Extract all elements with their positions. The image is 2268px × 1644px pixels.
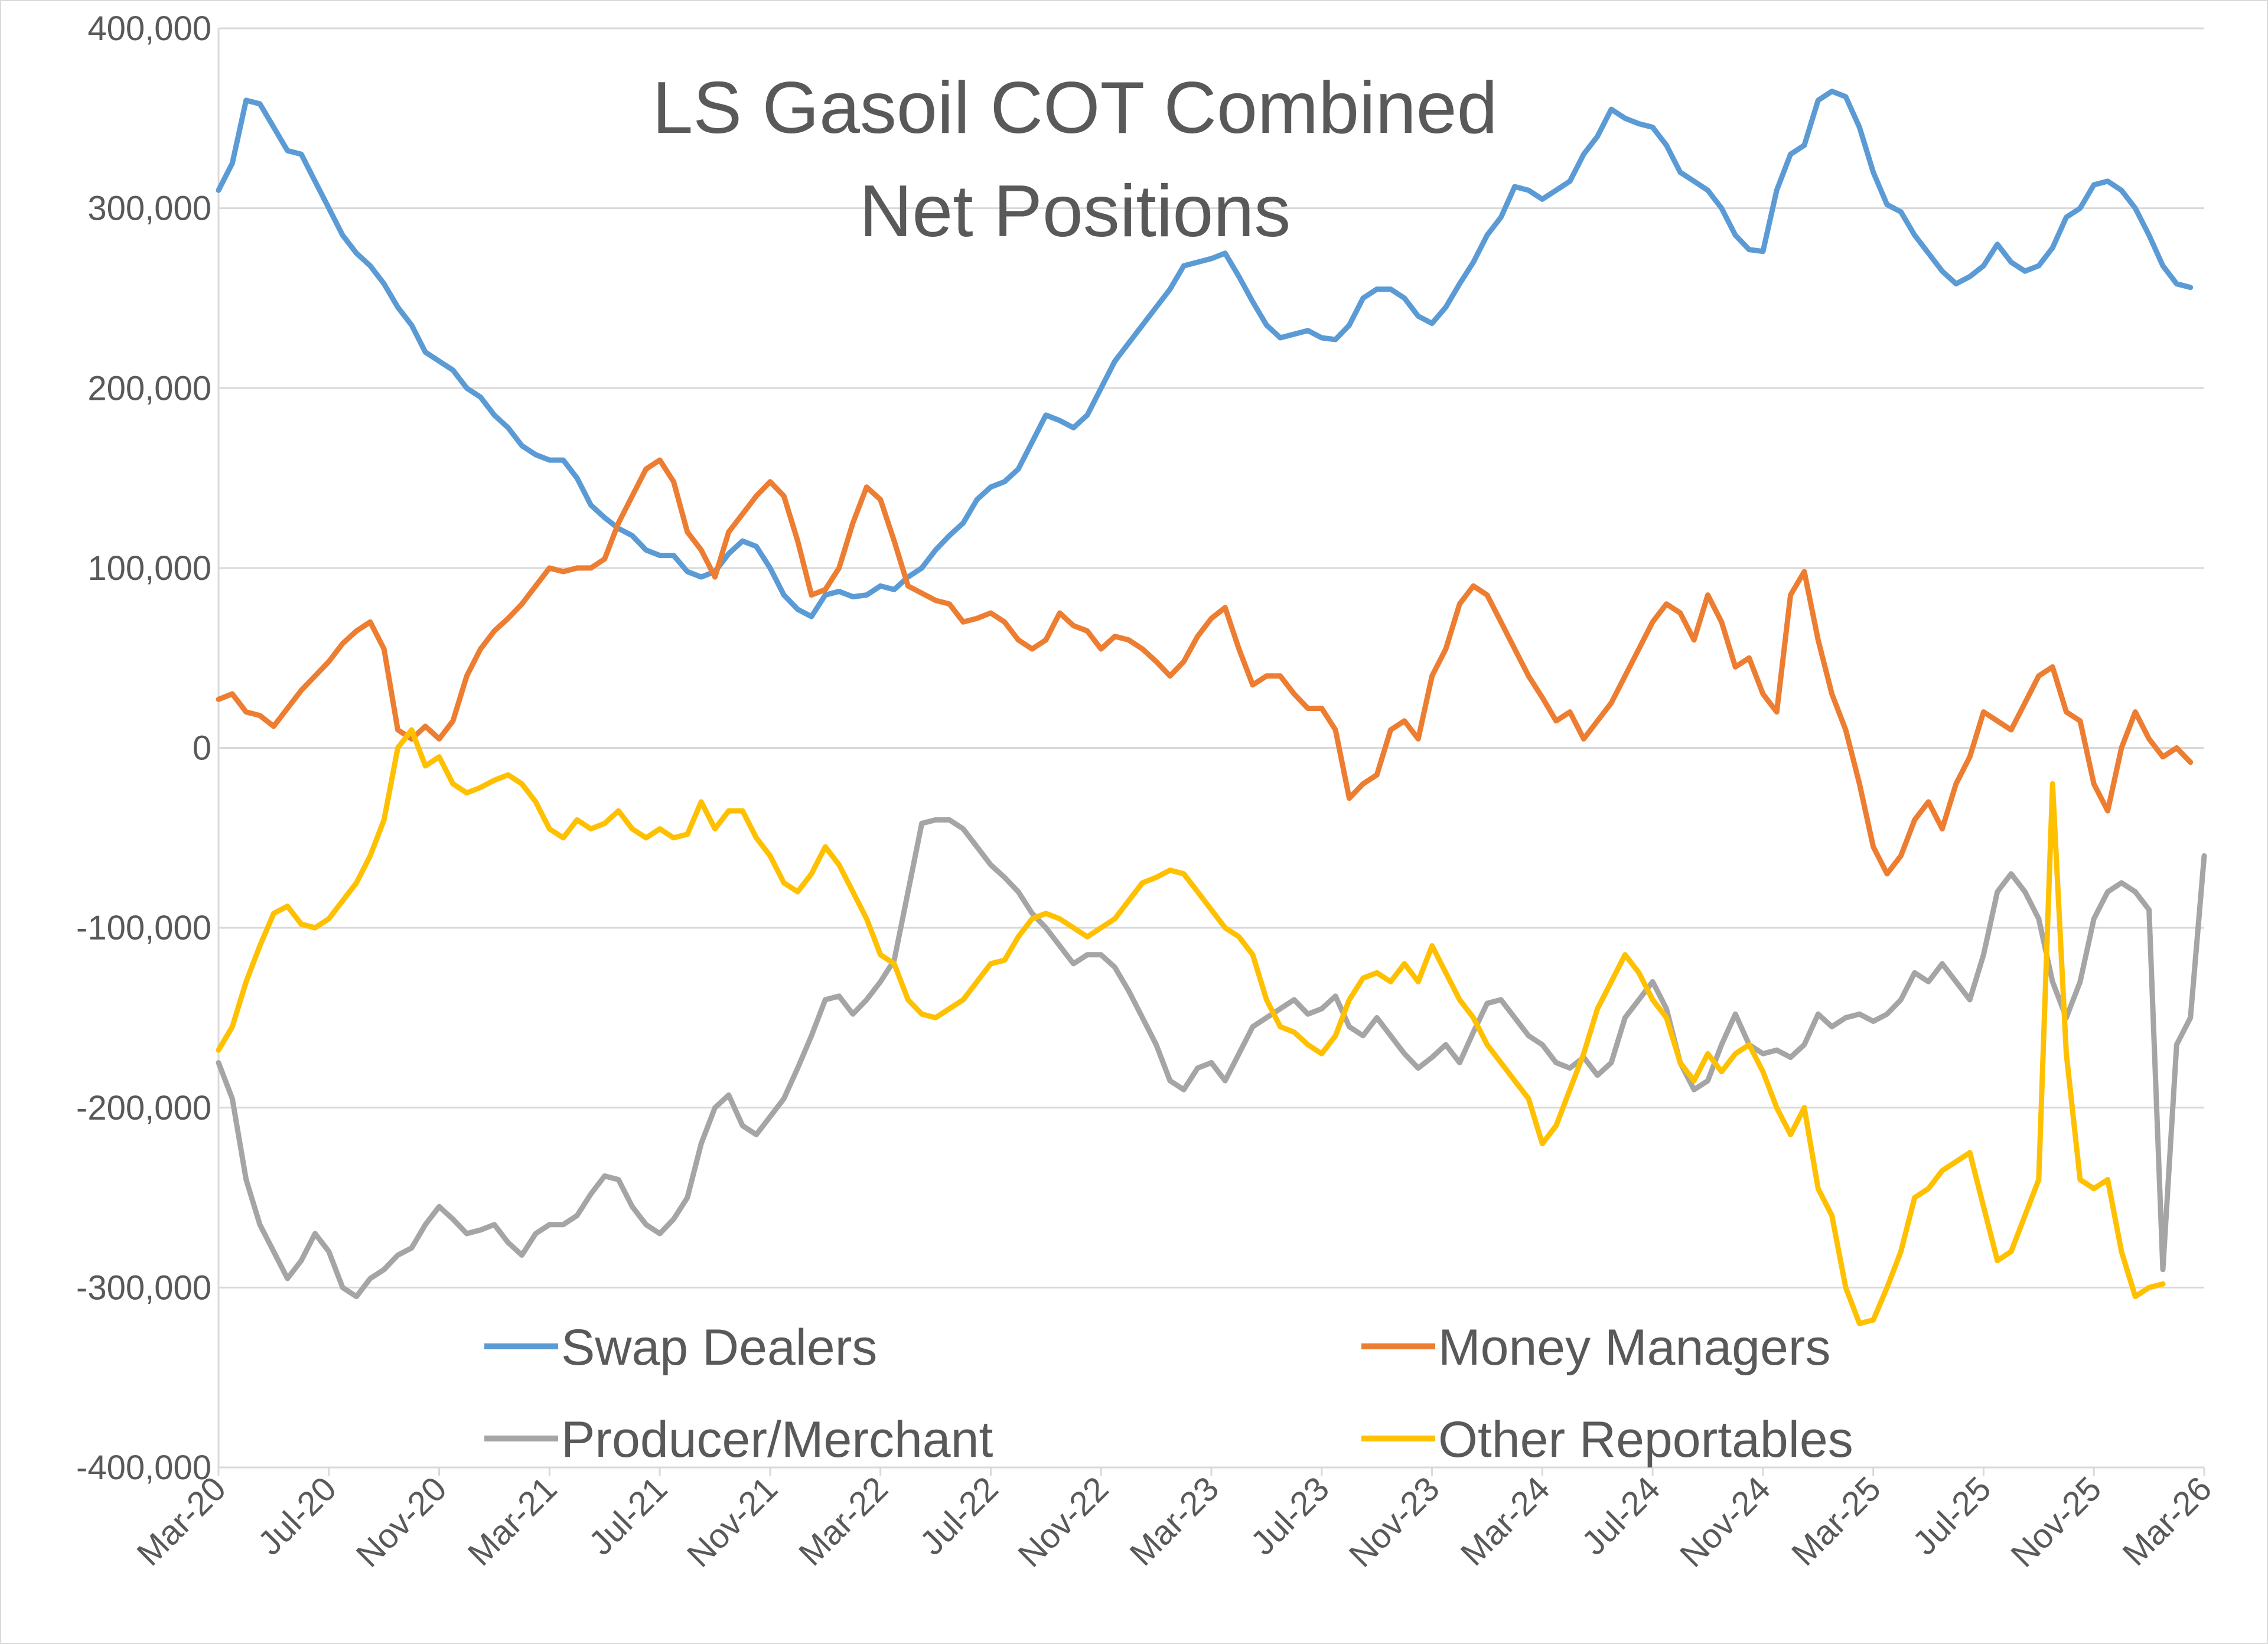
- x-tick-label: Nov-22: [1011, 1469, 1116, 1574]
- legend-item-money-managers[interactable]: Money Managers: [1361, 1319, 1830, 1376]
- legend: Swap Dealers Money Managers Producer/Mer…: [484, 1319, 1853, 1468]
- x-tick-label: Mar-24: [1454, 1469, 1557, 1573]
- x-tick-label: Nov-25: [2003, 1469, 2109, 1574]
- legend-label-producer-merchant: Producer/Merchant: [561, 1411, 993, 1468]
- y-tick-label: 200,000: [87, 369, 211, 407]
- x-axis: Mar-20 Jul-20 Nov-20 Mar-21 Jul-21 Nov-21 Mar-…: [129, 1467, 2219, 1574]
- x-tick-label: Nov-21: [680, 1469, 785, 1574]
- x-tick-label: Jul-21: [582, 1469, 675, 1563]
- x-tick-label: Jul-20: [250, 1469, 344, 1563]
- y-tick-label: 400,000: [87, 9, 211, 48]
- x-tick-label: Nov-20: [349, 1469, 454, 1574]
- series-layer: [216, 89, 2207, 1326]
- grid-layer: [219, 27, 2204, 1289]
- x-tick-label: Nov-23: [1342, 1469, 1447, 1574]
- series-line-other-reportables: [216, 727, 2166, 1326]
- y-tick-label: -400,000: [76, 1449, 211, 1487]
- series-line-swap-dealers: [216, 89, 2194, 619]
- x-tick-label: Mar-26: [2115, 1469, 2219, 1573]
- legend-label-swap-dealers: Swap Dealers: [561, 1319, 877, 1376]
- y-tick-label: -300,000: [76, 1268, 211, 1307]
- x-tick-label: Nov-24: [1673, 1469, 1778, 1574]
- x-tick-label: Mar-25: [1784, 1469, 1888, 1573]
- legend-label-other-reportables: Other Reportables: [1438, 1411, 1853, 1468]
- legend-label-money-managers: Money Managers: [1438, 1319, 1830, 1376]
- x-tick-label: Jul-22: [913, 1469, 1006, 1563]
- legend-item-producer-merchant[interactable]: Producer/Merchant: [484, 1411, 993, 1468]
- legend-item-other-reportables[interactable]: Other Reportables: [1361, 1411, 1853, 1468]
- x-tick-label: Jul-25: [1905, 1469, 1999, 1563]
- y-tick-label: 300,000: [87, 190, 211, 228]
- series-line-money-managers: [216, 457, 2194, 877]
- y-tick-label: 100,000: [87, 549, 211, 588]
- x-tick-label: Jul-24: [1575, 1469, 1668, 1563]
- chart-title-line-2: Net Positions: [859, 171, 1291, 252]
- y-tick-label: 0: [193, 729, 211, 768]
- y-tick-label: -100,000: [76, 909, 211, 947]
- x-tick-label: Mar-23: [1122, 1469, 1226, 1573]
- x-tick-label: Mar-22: [791, 1469, 895, 1573]
- x-tick-label: Mar-21: [461, 1469, 565, 1573]
- y-tick-label: -200,000: [76, 1089, 211, 1127]
- series-line-producer-merchant: [216, 817, 2207, 1300]
- chart-title-line-1: LS Gasoil COT Combined: [652, 67, 1497, 149]
- x-tick-label: Jul-23: [1243, 1469, 1337, 1563]
- chart-title: LS Gasoil COT Combined Net Positions: [652, 67, 1497, 252]
- legend-item-swap-dealers[interactable]: Swap Dealers: [484, 1319, 877, 1376]
